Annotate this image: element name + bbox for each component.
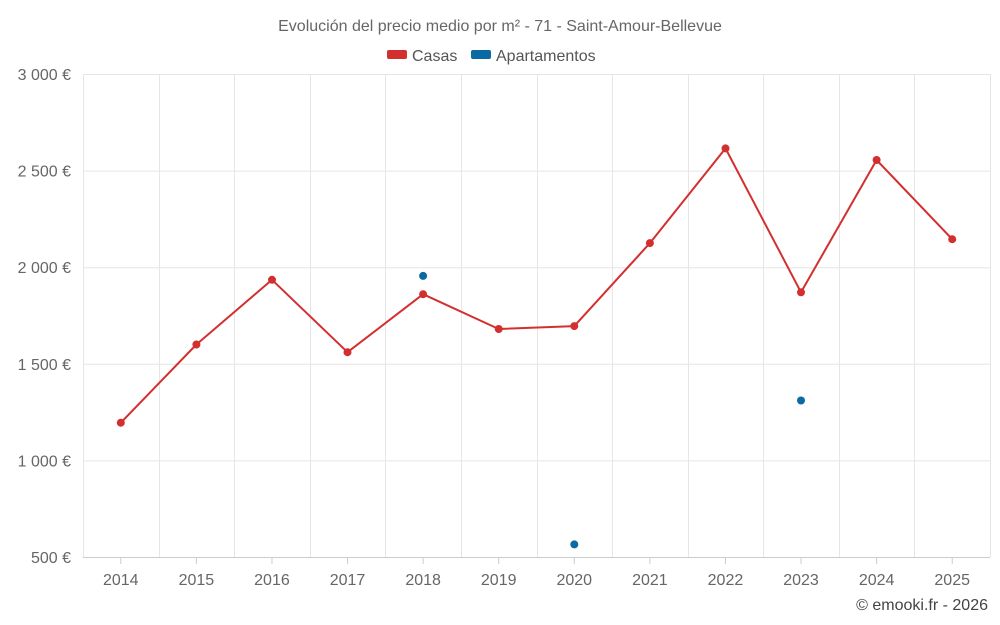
x-tick-label: 2024 (859, 572, 895, 589)
data-point-apartamentos-2023[interactable] (797, 396, 805, 405)
x-tick-label: 2016 (254, 572, 290, 589)
x-tick-label: 2025 (934, 572, 970, 589)
series-casas (116, 144, 957, 427)
x-axis-labels: 2014 2015 2016 2017 2018 2019 2020 2021 2022 2023… (103, 572, 970, 589)
data-point-casas-2020[interactable] (570, 322, 579, 331)
x-tick-label: 2021 (632, 572, 668, 589)
x-tick-label: 2017 (330, 572, 366, 589)
data-point-casas-2021[interactable] (645, 239, 654, 248)
data-point-apartamentos-2020[interactable] (570, 540, 579, 549)
y-tick-label: 2 500 € (18, 164, 71, 181)
chart-title: Evolución del precio medio por m² - 71 -… (278, 18, 722, 35)
x-gridlines (83, 74, 991, 564)
legend-label-casas: Casas (412, 48, 457, 65)
legend-label-apartamentos: Apartamentos (496, 48, 596, 65)
series-apartamentos (419, 271, 805, 549)
data-point-casas-2023[interactable] (797, 288, 805, 297)
x-tick-label: 2014 (103, 572, 139, 589)
legend-item-casas[interactable]: Casas (387, 48, 457, 65)
x-tick-label: 2022 (708, 572, 744, 589)
legend: Casas Apartamentos (387, 48, 596, 65)
data-point-casas-2017[interactable] (343, 348, 352, 357)
data-point-casas-2025[interactable] (948, 235, 957, 244)
y-tick-label: 500 € (31, 550, 71, 567)
x-tick-label: 2019 (481, 572, 517, 589)
y-tick-label: 3 000 € (18, 67, 71, 84)
y-axis-labels: 500 € 1 000 € 1 500 € 2 000 € 2 500 € 3 000 € (18, 67, 71, 567)
x-tick-label: 2023 (783, 572, 819, 589)
data-point-apartamentos-2018[interactable] (419, 271, 428, 280)
x-tick-label: 2018 (405, 572, 441, 589)
data-point-casas-2018[interactable] (419, 290, 428, 299)
y-tick-label: 2 000 € (18, 260, 71, 277)
data-point-casas-2019[interactable] (494, 325, 503, 333)
data-point-casas-2015[interactable] (192, 340, 201, 349)
x-tick-label: 2020 (556, 572, 592, 589)
x-tick-label: 2015 (179, 572, 215, 589)
credit-text: © emooki.fr - 2026 (856, 597, 988, 614)
data-point-casas-2014[interactable] (116, 418, 125, 427)
data-point-casas-2022[interactable] (721, 144, 730, 153)
y-tick-label: 1 500 € (18, 357, 71, 374)
data-point-casas-2024[interactable] (872, 156, 881, 164)
legend-item-apartamentos[interactable]: Apartamentos (471, 48, 596, 65)
legend-swatch-apartamentos (471, 50, 491, 59)
data-point-casas-2016[interactable] (268, 275, 276, 284)
y-tick-label: 1 000 € (18, 453, 71, 470)
legend-swatch-casas (387, 50, 407, 59)
y-gridlines (83, 74, 990, 462)
series-line-casas (120, 147, 953, 424)
series-layer (116, 144, 957, 549)
